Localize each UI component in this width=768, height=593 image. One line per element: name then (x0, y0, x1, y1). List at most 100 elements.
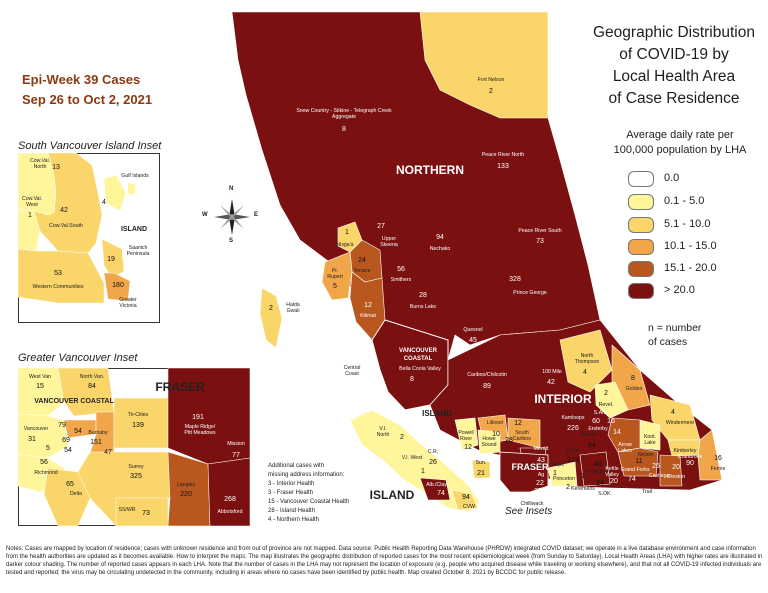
lha-label: Haida Gwaii (286, 302, 300, 314)
lha-label: Koot. Lake (643, 434, 657, 446)
lha-count: 22 (536, 480, 544, 487)
notes-text: Notes: Cases are mapped by location of r… (6, 546, 763, 576)
lha-label: Terrace (353, 268, 371, 274)
lha-count: 14 (613, 429, 621, 436)
lha-label: Trail (642, 489, 652, 495)
lha-label: Nechako (429, 246, 451, 252)
gv-label: Langley (176, 482, 196, 488)
lha-count: 28 (505, 437, 513, 444)
lha-label: C.Ok. (566, 448, 580, 454)
legend-label: > 20.0 (664, 284, 695, 296)
compass-s: S (229, 238, 234, 244)
lha-count: 10 (492, 431, 500, 438)
compass-w: W (202, 212, 208, 218)
lha-label: Quesnel (463, 327, 483, 333)
greater-van-inset-title: Greater Vancouver Inset (18, 352, 138, 364)
lha-label: Vernon (580, 432, 598, 438)
region-island: ISLAND (422, 409, 452, 418)
legend-swatch (628, 217, 654, 233)
lha-count: 2 (269, 305, 273, 312)
gv-label: SS/WR (118, 507, 136, 513)
powell-river-shape (454, 417, 479, 451)
cvw-shape (451, 489, 479, 511)
lha-count: 16 (607, 418, 615, 425)
legend-swatch (628, 194, 654, 210)
lha-label: Powell River (458, 430, 474, 442)
lha-label: Upper Skeena (380, 236, 398, 248)
lha-count: 8 (410, 376, 414, 383)
lha-label: Lillooet (486, 420, 504, 426)
title-line-4: of Case Residence (608, 90, 740, 107)
lha-label: Keremeos (571, 486, 595, 492)
region-northern: NORTHERN (396, 163, 464, 177)
region-island-bottom: ISLAND (369, 488, 415, 502)
lha-label: Merritt (533, 446, 549, 452)
lha-label: Snow Country - Stikine - Telegraph Creek… (296, 108, 392, 120)
lha-count: 20 (610, 478, 618, 485)
svi-count: 180 (112, 282, 124, 289)
gv-label: Mission (227, 441, 245, 447)
lha-count: 74 (437, 490, 445, 497)
lha-label: Windermere (665, 420, 695, 426)
south-vi-inset-title: South Vancouver Island Inset (18, 140, 162, 152)
fernie-shape (697, 429, 723, 481)
region-fraser: FRASER (511, 462, 549, 472)
gv-label: Richmond (34, 470, 58, 476)
princeton-shape (547, 461, 578, 487)
lha-label: Nelson (637, 452, 655, 458)
svi-count: 1 (28, 212, 32, 219)
lha-count: 328 (509, 276, 521, 283)
legend-label: 0.1 - 5.0 (664, 195, 705, 207)
gv-label: Maple Ridge/ Pitt Meadows (184, 424, 216, 436)
lha-count: 8 (342, 126, 346, 133)
gv-vch-label: VANCOUVER COASTAL (34, 398, 114, 405)
lha-label: South Cariboo (512, 430, 532, 442)
compass-n: N (229, 186, 234, 192)
lha-count: 26 (429, 459, 437, 466)
lha-label: Sun. (475, 460, 487, 466)
lha-count: 226 (567, 425, 579, 432)
legend-note-line-2: of cases (648, 336, 688, 348)
additional-line: 28 - Island Health (268, 508, 316, 514)
lha-count: 24 (596, 480, 604, 487)
gv-label: North Van. (79, 374, 105, 380)
lha-label: Fort Nelson (477, 77, 505, 83)
svi-island-label: ISLAND (120, 226, 148, 233)
legend-swatch (628, 171, 654, 187)
lha-label: V.I. North (376, 426, 390, 438)
title-line-1: Geographic Distribution (593, 24, 755, 41)
see-insets-label: See Insets (505, 506, 553, 517)
gv-count: 139 (132, 422, 144, 429)
legend-label: 0.0 (664, 172, 680, 184)
svi-label: Cow.Val.South (49, 223, 83, 229)
compass-e: E (254, 212, 259, 218)
gv-count: 77 (232, 452, 240, 459)
svi-label: Gulf Islands (121, 173, 149, 179)
gv-count: 220 (180, 491, 192, 498)
lha-count: 1 (345, 229, 349, 236)
gv-small-count: 47 (104, 449, 112, 456)
gv-label: Surrey (128, 464, 144, 470)
epi-week-label: Epi-Week 39 Cases (22, 72, 141, 87)
lha-count: 73 (536, 238, 544, 245)
lha-count: 2 (604, 390, 608, 397)
date-range-label: Sep 26 to Oct 2, 2021 (22, 92, 153, 107)
map-title: Geographic Distribution of COVID-19 by L… (588, 22, 760, 110)
lha-label: Central Coast (343, 365, 361, 377)
gv-small-count: 54 (74, 428, 82, 435)
lha-label: Prince George (513, 290, 547, 296)
svi-label: Greater Victoria (119, 297, 137, 309)
gv-label: Delta (69, 491, 83, 497)
legend-swatch (628, 239, 654, 255)
legend-title: Average daily rate per 100,000 populatio… (610, 128, 750, 158)
haida-gwaii-shape (259, 287, 283, 349)
lha-label: Pr. Rupert (327, 268, 343, 280)
gv-small-count: 54 (64, 447, 72, 454)
lha-label: Cariboo/Chilcotin (467, 372, 507, 378)
additional-line: 15 - Vancouver Coastal Health (268, 499, 350, 505)
legend-title-line-2: 100,000 population by LHA (613, 144, 747, 156)
lha-label: Grand Forks (620, 467, 650, 473)
legend-note: n = number of cases (648, 321, 728, 349)
lha-count: 28 (419, 292, 427, 299)
